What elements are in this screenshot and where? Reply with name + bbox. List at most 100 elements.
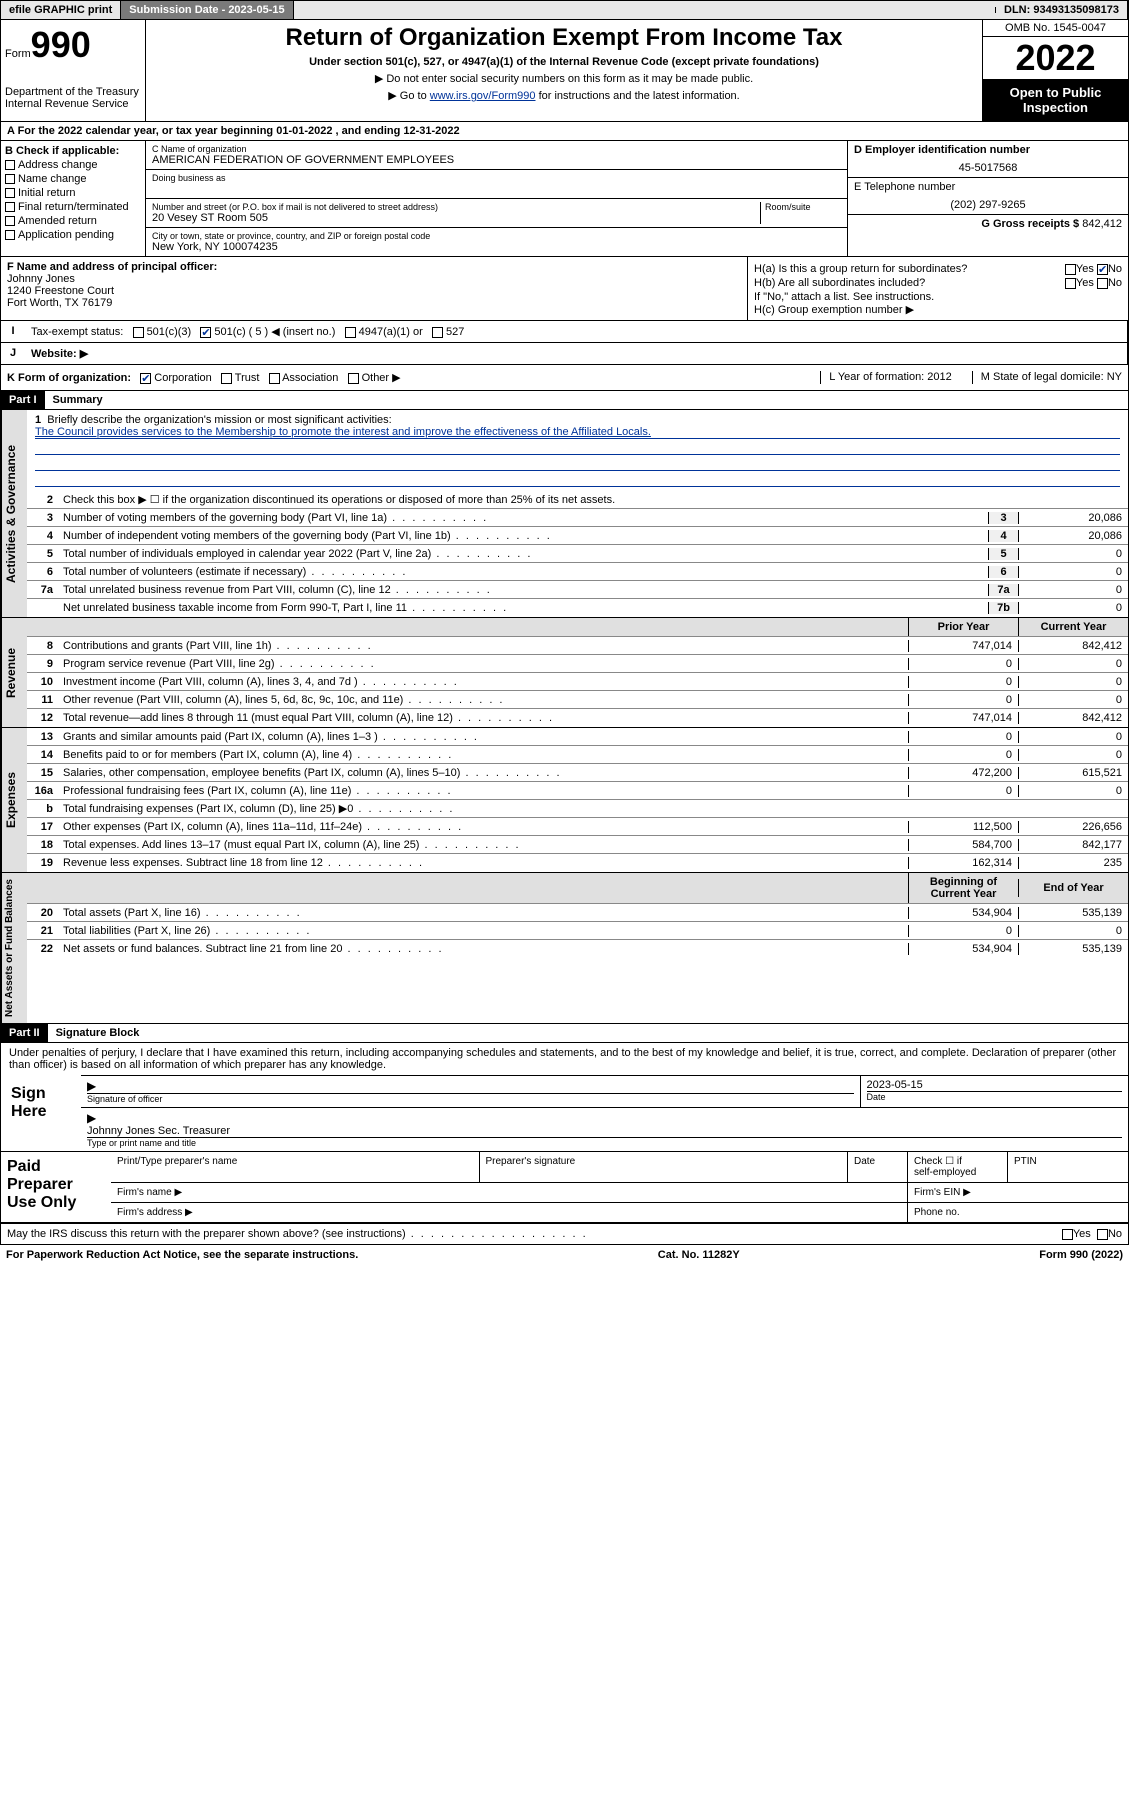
- part2-header: Part II Signature Block: [0, 1024, 1129, 1043]
- chk-501c5[interactable]: [200, 327, 211, 338]
- street-label: Number and street (or P.O. box if mail i…: [152, 202, 756, 212]
- year-formation: L Year of formation: 2012: [820, 371, 952, 384]
- note-ssn: ▶ Do not enter social security numbers o…: [158, 72, 970, 85]
- line-2: Check this box ▶ ☐ if the organization d…: [59, 491, 1128, 508]
- tax-status-label: Tax-exempt status:: [31, 326, 123, 338]
- form-subtitle: Under section 501(c), 527, or 4947(a)(1)…: [158, 56, 970, 68]
- city-label: City or town, state or province, country…: [152, 231, 841, 241]
- chk-application-pending[interactable]: Application pending: [5, 229, 141, 241]
- ptin-hdr: PTIN: [1008, 1152, 1128, 1182]
- form-header: Form990 Department of the Treasury Inter…: [0, 20, 1129, 122]
- revenue-section: Revenue Prior YearCurrent Year 8 Contrib…: [0, 618, 1129, 728]
- paid-preparer-label: Paid Preparer Use Only: [1, 1152, 111, 1222]
- line-21: 21 Total liabilities (Part X, line 26) 0…: [27, 922, 1128, 940]
- chk-name-change[interactable]: Name change: [5, 173, 141, 185]
- sig-date-label: Date: [867, 1091, 1123, 1102]
- ha-label: H(a) Is this a group return for subordin…: [754, 263, 967, 275]
- chk-corp[interactable]: [140, 373, 151, 384]
- declaration-text: Under penalties of perjury, I declare th…: [1, 1043, 1128, 1075]
- current-year-hdr: Current Year: [1018, 618, 1128, 636]
- officer-name-title: Johnny Jones Sec. Treasurer: [87, 1125, 1122, 1138]
- submission-date-button[interactable]: Submission Date - 2023-05-15: [121, 1, 293, 19]
- city-value: New York, NY 100074235: [152, 241, 841, 253]
- preparer-date-hdr: Date: [848, 1152, 908, 1182]
- chk-assoc[interactable]: [269, 373, 280, 384]
- row-j: J Website: ▶: [0, 343, 1129, 365]
- officer-name: Johnny Jones: [7, 273, 741, 285]
- ein-value: 45-5017568: [854, 162, 1122, 174]
- prior-year-hdr: Prior Year: [908, 618, 1018, 636]
- tax-year: 2022: [983, 37, 1128, 79]
- form-org-label: K Form of organization:: [7, 372, 131, 384]
- line-3: 3 Number of voting members of the govern…: [27, 509, 1128, 527]
- instructions-link[interactable]: www.irs.gov/Form990: [430, 90, 536, 102]
- row-i: I Tax-exempt status: 501(c)(3) 501(c) ( …: [0, 321, 1129, 343]
- line-15: 15 Salaries, other compensation, employe…: [27, 764, 1128, 782]
- officer-row: F Name and address of principal officer:…: [0, 257, 1129, 321]
- dept-label: Department of the Treasury: [5, 86, 141, 98]
- footer: For Paperwork Reduction Act Notice, see …: [0, 1245, 1129, 1265]
- name-title-label: Type or print name and title: [87, 1138, 1122, 1148]
- line-14: 14 Benefits paid to or for members (Part…: [27, 746, 1128, 764]
- chk-address-change[interactable]: Address change: [5, 159, 141, 171]
- hb-yes[interactable]: [1065, 278, 1076, 289]
- discuss-row: May the IRS discuss this return with the…: [0, 1223, 1129, 1245]
- sig-date: 2023-05-15: [867, 1079, 1123, 1091]
- chk-final-return[interactable]: Final return/terminated: [5, 201, 141, 213]
- room-label: Room/suite: [765, 202, 841, 212]
- org-name-label: C Name of organization: [152, 144, 841, 154]
- netassets-section: Net Assets or Fund Balances Beginning of…: [0, 873, 1129, 1024]
- top-bar: efile GRAPHIC print Submission Date - 20…: [0, 0, 1129, 20]
- line-22: 22 Net assets or fund balances. Subtract…: [27, 940, 1128, 958]
- line-4: 4 Number of independent voting members o…: [27, 527, 1128, 545]
- preparer-self-hdr: Check ☐ ifself-employed: [908, 1152, 1008, 1182]
- preparer-sig-hdr: Preparer's signature: [480, 1152, 849, 1182]
- line-12: 12 Total revenue—add lines 8 through 11 …: [27, 709, 1128, 727]
- phone-label: E Telephone number: [854, 181, 1122, 193]
- preparer-name-hdr: Print/Type preparer's name: [111, 1152, 480, 1182]
- discuss-yes[interactable]: [1062, 1229, 1073, 1240]
- firm-phone-label: Phone no.: [908, 1203, 1128, 1222]
- line-8: 8 Contributions and grants (Part VIII, l…: [27, 637, 1128, 655]
- discuss-no[interactable]: [1097, 1229, 1108, 1240]
- chk-4947[interactable]: [345, 327, 356, 338]
- governance-label: Activities & Governance: [1, 410, 27, 617]
- phone-value: (202) 297-9265: [854, 199, 1122, 211]
- part1-header: Part I Summary: [0, 391, 1129, 410]
- period-row: A For the 2022 calendar year, or tax yea…: [0, 122, 1129, 141]
- chk-amended[interactable]: Amended return: [5, 215, 141, 227]
- end-year-hdr: End of Year: [1018, 879, 1128, 897]
- gross-receipts-value: 842,412: [1082, 218, 1122, 230]
- chk-other[interactable]: [348, 373, 359, 384]
- discuss-text: May the IRS discuss this return with the…: [7, 1228, 406, 1240]
- line-b: b Total fundraising expenses (Part IX, c…: [27, 800, 1128, 818]
- hb-no[interactable]: [1097, 278, 1108, 289]
- chk-initial-return[interactable]: Initial return: [5, 187, 141, 199]
- spacer: [294, 7, 996, 13]
- ha-yes[interactable]: [1065, 264, 1076, 275]
- revenue-label: Revenue: [1, 618, 27, 727]
- line-5: 5 Total number of individuals employed i…: [27, 545, 1128, 563]
- box-b-label: B Check if applicable:: [5, 145, 141, 157]
- irs-label: Internal Revenue Service: [5, 98, 141, 110]
- officer-label: F Name and address of principal officer:: [7, 261, 741, 273]
- ha-no[interactable]: [1097, 264, 1108, 275]
- expenses-label: Expenses: [1, 728, 27, 872]
- efile-link[interactable]: efile GRAPHIC print: [1, 1, 121, 19]
- form-version: Form 990 (2022): [1039, 1249, 1123, 1261]
- state-domicile: M State of legal domicile: NY: [972, 371, 1122, 384]
- firm-ein-label: Firm's EIN ▶: [908, 1183, 1128, 1202]
- chk-trust[interactable]: [221, 373, 232, 384]
- firm-addr-label: Firm's address ▶: [111, 1203, 908, 1222]
- line-16a: 16a Professional fundraising fees (Part …: [27, 782, 1128, 800]
- hb-label: H(b) Are all subordinates included?: [754, 277, 925, 289]
- note-link: ▶ Go to www.irs.gov/Form990 for instruct…: [158, 89, 970, 102]
- line-19: 19 Revenue less expenses. Subtract line …: [27, 854, 1128, 872]
- chk-527[interactable]: [432, 327, 443, 338]
- chk-501c3[interactable]: [133, 327, 144, 338]
- row-k: K Form of organization: Corporation Trus…: [0, 365, 1129, 391]
- line-18: 18 Total expenses. Add lines 13–17 (must…: [27, 836, 1128, 854]
- hb-note: If "No," attach a list. See instructions…: [754, 291, 1122, 303]
- cat-no: Cat. No. 11282Y: [658, 1249, 740, 1261]
- paperwork-notice: For Paperwork Reduction Act Notice, see …: [6, 1249, 358, 1261]
